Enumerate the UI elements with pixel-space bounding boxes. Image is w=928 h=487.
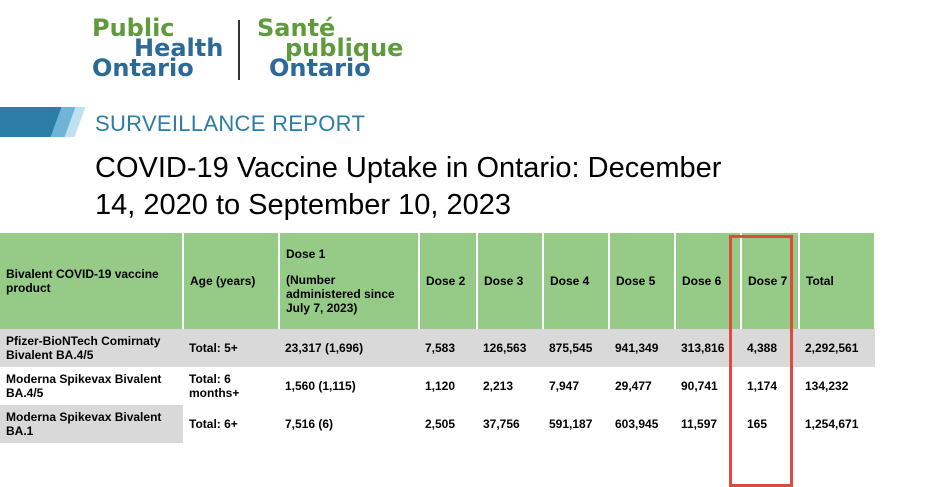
header-dose5: Dose 5 bbox=[609, 233, 676, 329]
logo-fr-line1: Santé bbox=[257, 14, 336, 42]
cell-dose3: 126,563 bbox=[477, 329, 543, 367]
cell-total: 134,232 bbox=[805, 379, 849, 393]
page-title: COVID-19 Vaccine Uptake in Ontario: Dece… bbox=[95, 152, 722, 221]
header-age: Age (years) bbox=[183, 233, 280, 329]
cell-dose5: 29,477 bbox=[615, 379, 652, 393]
banner-stripes bbox=[0, 107, 86, 137]
logo-en-line2: Health bbox=[134, 34, 224, 62]
header-dose1: Dose 1 (Number administered since July 7… bbox=[279, 233, 420, 329]
public-health-ontario-logo: Public Health Ontario Santé publique Ont… bbox=[92, 14, 412, 84]
logo-french: Santé publique Ontario bbox=[257, 14, 404, 82]
table-row: Pfizer-BioNTech Comirnaty Bivalent BA.4/… bbox=[0, 329, 875, 367]
cell-dose4: 875,545 bbox=[543, 329, 609, 367]
cell-dose5: 603,945 bbox=[615, 417, 659, 431]
header-dose4: Dose 4 bbox=[543, 233, 610, 329]
cell-dose7: 1,174 bbox=[747, 379, 778, 393]
logo-en-line1: Public bbox=[92, 14, 175, 42]
cell-age: Total: 6+ bbox=[189, 417, 238, 431]
cell-age: Total: 5+ bbox=[183, 329, 279, 367]
logo-fr-line3: Ontario bbox=[269, 54, 371, 82]
table-row: Moderna Spikevax Bivalent BA.4/5 Total: … bbox=[0, 367, 875, 405]
cell-dose7: 4,388 bbox=[741, 329, 799, 367]
cell-total: 1,254,671 bbox=[805, 417, 859, 431]
cell-dose1: 23,317 (1,696) bbox=[279, 329, 419, 367]
cell-dose2: 2,505 bbox=[425, 417, 456, 431]
cell-total: 2,292,561 bbox=[799, 329, 875, 367]
cell-dose6: 11,597 bbox=[681, 417, 718, 431]
cell-dose2: 1,120 bbox=[425, 379, 456, 393]
header-dose1-label: Dose 1 bbox=[286, 247, 326, 261]
cell-dose7: 165 bbox=[747, 417, 768, 431]
header-dose1-note: (Number administered since July 7, 2023) bbox=[286, 273, 395, 315]
cell-age: Total: 6 months+ bbox=[189, 372, 240, 400]
vaccine-uptake-table: Bivalent COVID-19 vaccine product Age (y… bbox=[0, 233, 876, 443]
cell-dose4: 591,187 bbox=[549, 417, 593, 431]
logo-en-line3: Ontario bbox=[92, 54, 194, 82]
cell-product: Moderna Spikevax Bivalent BA.4/5 bbox=[0, 367, 183, 405]
dose7-highlight-box bbox=[729, 235, 793, 487]
cell-dose3: 37,756 bbox=[483, 417, 520, 431]
cell-dose1: 7,516 (6) bbox=[285, 417, 334, 431]
logo-english: Public Health Ontario bbox=[92, 14, 224, 82]
cell-product: Moderna Spikevax Bivalent BA.1 bbox=[0, 405, 183, 443]
cell-dose6: 90,741 bbox=[681, 379, 718, 393]
cell-dose1: 1,560 (1,115) bbox=[285, 379, 356, 393]
header-product: Bivalent COVID-19 vaccine product bbox=[0, 233, 184, 329]
header-dose2: Dose 2 bbox=[419, 233, 478, 329]
logo-divider bbox=[238, 20, 240, 80]
cell-dose5: 941,349 bbox=[609, 329, 675, 367]
header-total: Total bbox=[799, 233, 876, 329]
cell-product: Pfizer-BioNTech Comirnaty Bivalent BA.4/… bbox=[0, 329, 183, 367]
table-row: Moderna Spikevax Bivalent BA.1 Total: 6+… bbox=[0, 405, 875, 443]
report-type: SURVEILLANCE REPORT bbox=[95, 111, 366, 136]
cell-dose3: 2,213 bbox=[483, 379, 514, 393]
cell-dose2: 7,583 bbox=[419, 329, 477, 367]
cell-dose4: 7,947 bbox=[549, 379, 580, 393]
header-dose3: Dose 3 bbox=[477, 233, 544, 329]
logo-fr-line2: publique bbox=[285, 34, 404, 62]
